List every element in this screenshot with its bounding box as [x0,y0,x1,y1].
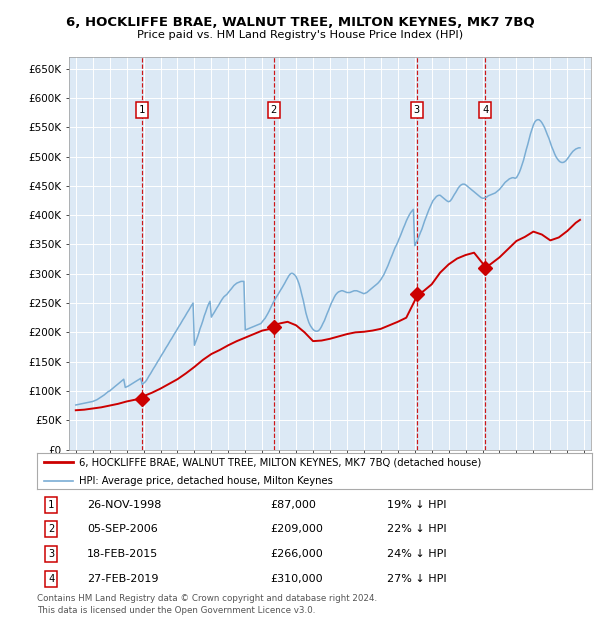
Text: 6, HOCKLIFFE BRAE, WALNUT TREE, MILTON KEYNES, MK7 7BQ: 6, HOCKLIFFE BRAE, WALNUT TREE, MILTON K… [65,16,535,29]
Text: 26-NOV-1998: 26-NOV-1998 [87,500,161,510]
Text: 1: 1 [48,500,54,510]
Text: £310,000: £310,000 [271,574,323,584]
Text: £266,000: £266,000 [271,549,323,559]
Text: 1: 1 [139,105,145,115]
Text: 22% ↓ HPI: 22% ↓ HPI [387,524,446,534]
Text: 18-FEB-2015: 18-FEB-2015 [87,549,158,559]
Text: £87,000: £87,000 [271,500,316,510]
Text: 24% ↓ HPI: 24% ↓ HPI [387,549,446,559]
Text: 6, HOCKLIFFE BRAE, WALNUT TREE, MILTON KEYNES, MK7 7BQ (detached house): 6, HOCKLIFFE BRAE, WALNUT TREE, MILTON K… [79,458,481,467]
Text: 27-FEB-2019: 27-FEB-2019 [87,574,158,584]
Text: Price paid vs. HM Land Registry's House Price Index (HPI): Price paid vs. HM Land Registry's House … [137,30,463,40]
Text: 05-SEP-2006: 05-SEP-2006 [87,524,158,534]
Text: 27% ↓ HPI: 27% ↓ HPI [387,574,446,584]
Text: HPI: Average price, detached house, Milton Keynes: HPI: Average price, detached house, Milt… [79,476,332,485]
Text: 19% ↓ HPI: 19% ↓ HPI [387,500,446,510]
Text: 4: 4 [482,105,488,115]
Text: Contains HM Land Registry data © Crown copyright and database right 2024.
This d: Contains HM Land Registry data © Crown c… [37,594,377,615]
Text: 3: 3 [413,105,420,115]
Text: £209,000: £209,000 [271,524,323,534]
Text: 4: 4 [48,574,54,584]
Text: 2: 2 [48,524,54,534]
Text: 3: 3 [48,549,54,559]
Text: 2: 2 [271,105,277,115]
